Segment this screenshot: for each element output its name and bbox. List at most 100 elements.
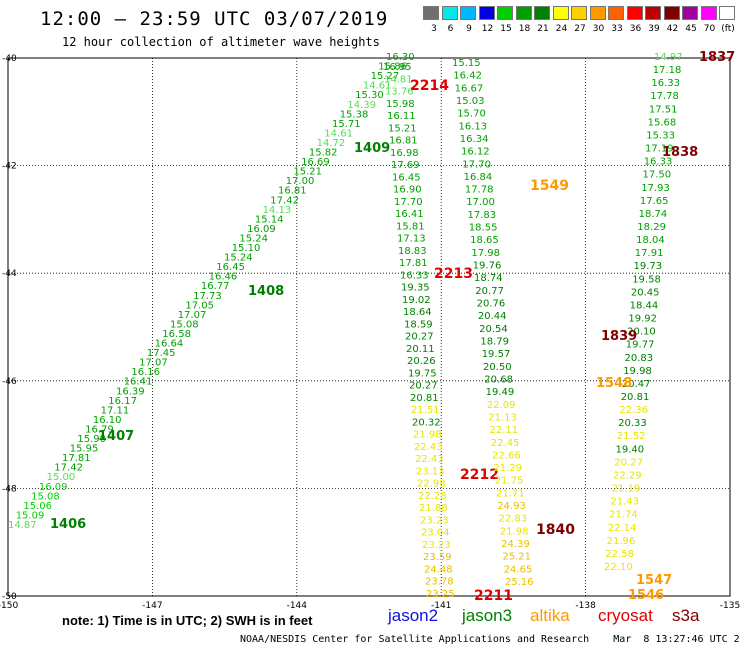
wave-height-value: 15.38 <box>340 109 369 120</box>
wave-height-value: 15.08 <box>170 319 199 330</box>
wave-height-value: 19.92 <box>628 314 657 325</box>
wave-height-value: 15.21 <box>293 167 322 178</box>
wave-height-value: 22.09 <box>487 400 516 411</box>
lat-tick-label: -50 <box>2 592 17 602</box>
pass-time-label: 1546 <box>628 588 664 603</box>
wave-height-value: 15.06 <box>23 501 52 512</box>
legend-label: 18 <box>518 24 531 34</box>
pass-time-label: 1548 <box>596 376 632 391</box>
wave-height-value: 22.29 <box>613 471 642 482</box>
wave-height-value: 20.68 <box>484 375 513 386</box>
wave-height-value: 20.45 <box>631 287 660 298</box>
wave-height-value: 16.98 <box>390 148 419 159</box>
legend-swatch <box>441 6 458 20</box>
wave-height-value: 21.43 <box>610 497 639 508</box>
legend-swatch <box>478 6 495 20</box>
wave-height-value: 15.08 <box>31 491 60 502</box>
wave-height-value: 17.13 <box>397 234 426 245</box>
wave-height-value: 14.39 <box>347 100 376 111</box>
wave-height-value: 16.41 <box>395 209 424 220</box>
wave-height-value: 18.65 <box>470 235 499 246</box>
wave-height-value: 16.45 <box>216 262 245 273</box>
wave-height-value: 13.76 <box>385 87 414 98</box>
wave-height-value: 17.69 <box>391 160 420 171</box>
wave-height-value: 17.00 <box>286 176 315 187</box>
wave-height-value: 17.98 <box>471 248 500 259</box>
pass-time-label: 2213 <box>434 266 473 282</box>
legend-swatch <box>608 6 624 20</box>
altimeter-tracks: 14.8715.0915.0615.0816.0915.0017.4217.81… <box>8 50 735 604</box>
legend-label: 3 <box>431 24 437 34</box>
legend-swatch <box>645 6 661 20</box>
wave-height-value: 20.50 <box>483 362 512 373</box>
legend-label: 12 <box>481 24 494 34</box>
lon-tick-label: -141 <box>431 601 451 611</box>
wave-height-value: 16.45 <box>392 172 421 183</box>
wave-height-value: 22.43 <box>414 442 443 453</box>
map-frame <box>7 57 731 597</box>
legend-swatch <box>534 6 550 20</box>
wave-height-value: 20.44 <box>478 311 507 322</box>
wave-height-value: 16.64 <box>155 339 184 350</box>
legend-swatch <box>571 6 587 20</box>
wave-height-value: 21.98 <box>500 526 529 537</box>
legend-label: 21 <box>537 24 549 34</box>
wave-height-value: 25.21 <box>502 552 531 563</box>
lat-tick-label: -42 <box>2 162 17 172</box>
wave-height-value: 15.90 <box>77 434 106 445</box>
legend-swatch <box>552 6 569 20</box>
wave-height-value: 18.79 <box>480 337 509 348</box>
wave-height-value: 16.41 <box>124 377 153 388</box>
wave-height-value: 16.42 <box>453 71 482 82</box>
wave-height-value: 17.73 <box>193 291 222 302</box>
wave-height-value: 14.61 <box>363 81 392 92</box>
wave-height-value: 17.11 <box>101 405 130 416</box>
lon-tick-label: -150 <box>0 601 18 611</box>
lat-tick-label: -44 <box>2 269 17 279</box>
wave-height-value: 20.10 <box>627 327 656 338</box>
wave-height-value: 15.03 <box>456 96 485 107</box>
pass-time-label: 1840 <box>536 522 575 538</box>
wave-height-value: 22.36 <box>619 405 648 416</box>
wave-height-value: 21.96 <box>607 536 636 547</box>
wave-height-value: 18.64 <box>403 307 432 318</box>
wave-height-value: 16.11 <box>387 111 416 122</box>
wave-height-value: 20.27 <box>405 332 434 343</box>
map-tick-labels: -150 -147 -144 -141 -138 -135 -40 -42 -44 -46 -48 -… <box>0 54 740 611</box>
legend-swatch <box>719 6 735 20</box>
pass-time-label: 1839 <box>601 329 637 344</box>
wave-height-value: 20.83 <box>625 353 654 364</box>
wave-height-value: 25.16 <box>505 577 534 588</box>
wave-height-value: 17.07 <box>139 358 168 369</box>
legend-label: 30 <box>592 24 605 34</box>
wave-height-value: 21.52 <box>617 431 646 442</box>
wave-height-value: 15.95 <box>70 444 99 455</box>
wave-height-value: 16.16 <box>131 367 160 378</box>
wave-height-value: 19.02 <box>402 295 431 306</box>
wave-height-value: 19.98 <box>623 366 652 377</box>
pass-time-label: 1409 <box>354 141 390 156</box>
wave-height-value: 21.74 <box>609 510 638 521</box>
wave-height-value: 16.67 <box>455 83 484 94</box>
wave-height-value: 17.05 <box>185 300 214 311</box>
wave-height-value: 21.29 <box>493 463 522 474</box>
pass-time-label: 2211 <box>474 588 513 604</box>
wave-height-value: 18.55 <box>469 223 498 234</box>
wave-height-value: 14.97 <box>654 52 683 63</box>
lat-tick-label: -46 <box>2 377 17 387</box>
wave-height-value: 16.46 <box>209 272 238 283</box>
wave-height-value: 22.98 <box>417 479 446 490</box>
wave-height-value: 16.69 <box>301 157 330 168</box>
wave-height-value: 17.00 <box>466 197 495 208</box>
wave-height-value: 15.70 <box>457 109 486 120</box>
wave-height-value: 15.71 <box>332 119 361 130</box>
wave-height-value: 16.95 <box>383 62 412 73</box>
wave-height-value: 18.74 <box>474 273 503 284</box>
wave-height-value: 18.59 <box>404 319 433 330</box>
lat-tick-label: -48 <box>2 484 17 494</box>
wave-height-value: 17.70 <box>462 159 491 170</box>
wave-height-value: 16.09 <box>247 224 276 235</box>
